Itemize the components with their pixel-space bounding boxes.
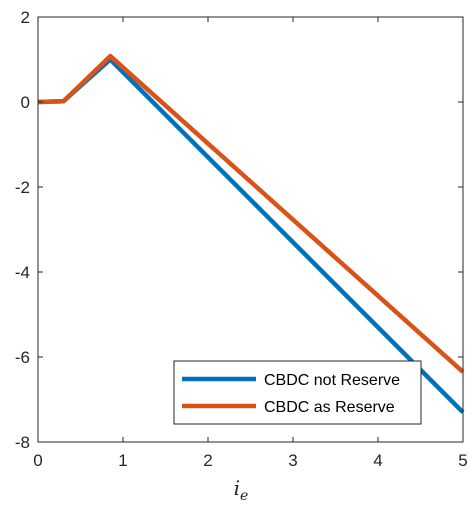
x-tick-label: 1 [118, 451, 127, 470]
series-line-2 [37, 53, 465, 374]
x-tick-label: 5 [458, 451, 467, 470]
legend: CBDC not Reserve CBDC as Reserve [173, 360, 422, 425]
y-tick-label: -6 [15, 348, 30, 367]
legend-box [173, 360, 422, 425]
axes-box [37, 16, 464, 443]
ticks-layer: 0 1 2 3 4 5 -8 -6 -4 -2 0 2 [15, 8, 468, 470]
y-tick-label: -2 [15, 178, 30, 197]
x-axis-label: ie [234, 476, 249, 504]
y-tick-label: 0 [21, 93, 30, 112]
x-tick-label: 2 [203, 451, 212, 470]
legend-label-1: CBDC not Reserve [264, 372, 400, 389]
legend-label-2: CBDC as Reserve [264, 399, 395, 416]
x-tick-label: 0 [33, 451, 42, 470]
y-tick-label: -8 [15, 433, 30, 452]
x-tick-label: 3 [288, 451, 297, 470]
series-layer [37, 53, 465, 414]
y-tick-label: 2 [21, 8, 30, 27]
x-tick-label: 4 [373, 451, 382, 470]
axes-layer [37, 16, 464, 443]
y-tick-label: -4 [15, 263, 30, 282]
